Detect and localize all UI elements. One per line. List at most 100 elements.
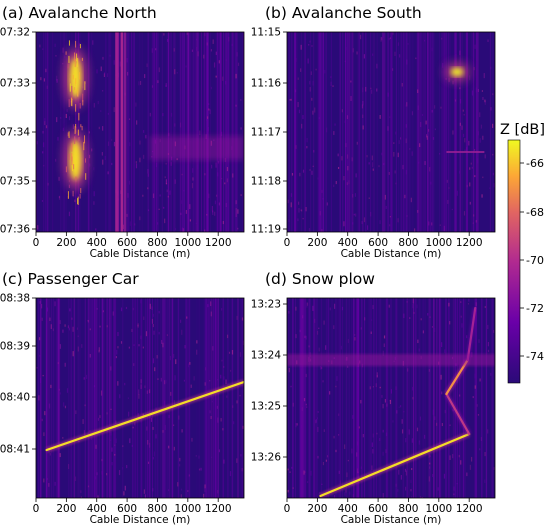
- noise-streak: [372, 32, 374, 232]
- noise-streak: [489, 32, 492, 232]
- y-tick-label: 08:41: [0, 444, 30, 456]
- noise-speckle: [341, 306, 344, 311]
- noise-streak: [154, 298, 156, 498]
- noise-speckle: [287, 468, 289, 471]
- noise-streak: [418, 298, 420, 498]
- noise-speckle: [44, 121, 46, 126]
- noise-speckle: [462, 133, 465, 138]
- noise-streak: [50, 298, 52, 498]
- noise-speckle: [48, 403, 50, 408]
- noise-streak: [135, 298, 137, 498]
- noise-speckle: [395, 483, 397, 487]
- noise-speckle: [71, 317, 73, 320]
- noise-speckle: [84, 404, 86, 407]
- noise-speckle: [138, 389, 140, 395]
- chart-title: (b) Avalanche South: [265, 4, 422, 22]
- noise-streak: [350, 298, 353, 498]
- noise-speckle: [229, 369, 232, 372]
- noise-streak: [308, 298, 311, 498]
- noise-speckle: [476, 404, 478, 407]
- noise-speckle: [371, 465, 373, 471]
- noise-speckle: [297, 101, 299, 108]
- noise-streak: [222, 32, 224, 232]
- noise-speckle: [174, 123, 176, 127]
- noise-streak: [141, 32, 143, 232]
- noise-speckle: [126, 464, 128, 469]
- noise-streak: [231, 298, 234, 498]
- noise-speckle: [165, 163, 167, 165]
- noise-speckle: [57, 362, 59, 365]
- noise-streak: [352, 32, 354, 232]
- noise-speckle: [210, 86, 212, 90]
- noise-speckle: [46, 307, 49, 312]
- noise-speckle: [188, 474, 190, 477]
- noise-speckle: [291, 466, 293, 469]
- noise-speckle: [325, 459, 327, 462]
- noise-speckle: [133, 363, 135, 366]
- y-tick-label: 11:17: [251, 127, 281, 139]
- noise-speckle: [222, 428, 224, 431]
- heatmap-plot-area: [287, 298, 495, 498]
- noise-streak: [196, 32, 198, 232]
- noise-speckle: [428, 453, 430, 459]
- noise-speckle: [44, 411, 46, 416]
- noise-speckle: [125, 306, 128, 310]
- noise-speckle: [425, 134, 428, 138]
- noise-streak: [65, 32, 67, 232]
- noise-speckle: [352, 222, 354, 225]
- noise-speckle: [198, 455, 200, 459]
- noise-speckle: [241, 317, 244, 321]
- noise-speckle: [334, 123, 336, 126]
- noise-streak: [146, 298, 148, 498]
- noise-speckle: [138, 344, 140, 347]
- noise-speckle: [421, 497, 423, 498]
- noise-speckle: [316, 417, 319, 420]
- noise-speckle: [387, 92, 389, 97]
- noise-streak: [51, 32, 54, 232]
- noise-speckle: [173, 48, 175, 52]
- signal-blob-texture: [67, 132, 69, 137]
- noise-speckle: [110, 408, 112, 411]
- chart-title: (d) Snow plow: [265, 270, 375, 288]
- noise-streak: [389, 32, 392, 232]
- noise-speckle: [452, 130, 454, 135]
- noise-speckle: [211, 400, 214, 403]
- noise-streak: [168, 32, 170, 232]
- heatmap-plot-area: [36, 32, 244, 232]
- noise-speckle: [97, 417, 100, 421]
- noise-streak: [189, 298, 191, 498]
- noise-streak: [36, 32, 38, 232]
- noise-speckle: [288, 219, 290, 223]
- signal-blob-texture: [80, 124, 82, 128]
- noise-speckle: [151, 318, 154, 324]
- noise-speckle: [360, 399, 362, 404]
- noise-streak: [420, 32, 422, 232]
- noise-speckle: [383, 343, 385, 348]
- noise-speckle: [48, 403, 51, 409]
- noise-speckle: [356, 452, 358, 457]
- noise-streak: [412, 32, 414, 232]
- noise-streak: [383, 32, 386, 232]
- noise-speckle: [388, 171, 390, 175]
- noise-speckle: [428, 369, 430, 372]
- x-tick-label: 600: [368, 503, 388, 515]
- x-tick-label: 800: [398, 503, 418, 515]
- noise-speckle: [215, 51, 217, 55]
- noise-speckle: [341, 109, 344, 113]
- signal-blob-texture: [68, 153, 70, 160]
- noise-speckle: [323, 320, 325, 325]
- noise-speckle: [398, 406, 400, 408]
- noise-speckle: [185, 209, 187, 214]
- noise-speckle: [316, 330, 319, 335]
- noise-speckle: [449, 321, 451, 325]
- noise-speckle: [321, 229, 323, 232]
- noise-speckle: [389, 224, 391, 227]
- noise-streak: [432, 32, 435, 232]
- noise-speckle: [87, 320, 90, 323]
- noise-speckle: [365, 86, 367, 92]
- noise-speckle: [148, 442, 151, 448]
- signal-blob-texture: [74, 126, 76, 134]
- noise-speckle: [318, 117, 320, 119]
- signal-blob-texture: [75, 78, 77, 85]
- x-tick-label: 1200: [456, 237, 483, 249]
